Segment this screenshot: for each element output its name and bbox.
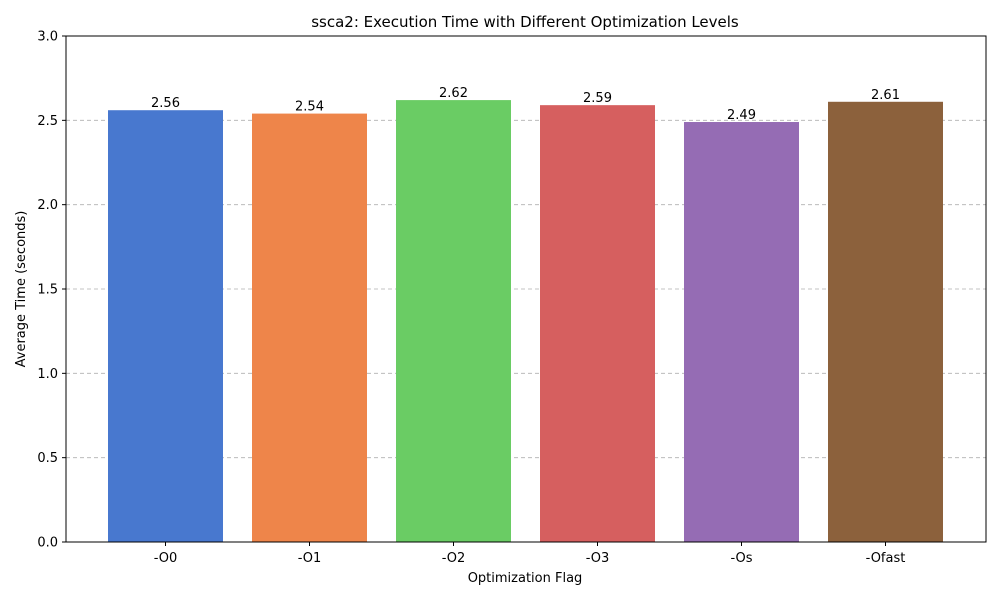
bar-o1 xyxy=(252,113,367,542)
x-tick-label: -O2 xyxy=(442,551,466,566)
y-tick-label: 2.0 xyxy=(37,198,58,213)
x-tick-label: -O1 xyxy=(298,551,322,566)
x-axis: -O0 -O1 -O2 -O3 -Os -Ofast xyxy=(154,542,906,566)
y-tick-label: 1.0 xyxy=(37,367,58,382)
data-label: 2.49 xyxy=(727,108,756,123)
y-tick-label: 0.0 xyxy=(37,536,58,551)
x-tick-label: -Os xyxy=(730,551,752,566)
data-label: 2.61 xyxy=(871,88,900,103)
x-axis-label: Optimization Flag xyxy=(468,571,583,586)
y-tick-label: 1.5 xyxy=(37,283,58,298)
data-label: 2.54 xyxy=(295,100,324,115)
x-tick-label: -Ofast xyxy=(866,551,906,566)
data-label: 2.59 xyxy=(583,91,612,106)
bars-layer xyxy=(108,100,943,543)
bar-o3 xyxy=(540,105,655,543)
y-axis: 0.0 0.5 1.0 1.5 2.0 2.5 3.0 xyxy=(37,30,66,551)
data-label: 2.62 xyxy=(439,86,468,101)
bar-o0 xyxy=(108,110,223,543)
x-tick-label: -O3 xyxy=(586,551,610,566)
bar-o2 xyxy=(396,100,511,543)
data-labels-layer: 2.56 2.54 2.62 2.59 2.49 2.61 xyxy=(151,86,900,123)
bar-os xyxy=(684,122,799,543)
y-tick-label: 3.0 xyxy=(37,30,58,45)
x-tick-label: -O0 xyxy=(154,551,178,566)
data-label: 2.56 xyxy=(151,96,180,111)
bar-ofast xyxy=(828,101,943,542)
chart-title: ssca2: Execution Time with Different Opt… xyxy=(311,13,739,31)
y-tick-label: 2.5 xyxy=(37,114,58,129)
y-tick-label: 0.5 xyxy=(37,451,58,466)
y-axis-label: Average Time (seconds) xyxy=(14,211,29,368)
